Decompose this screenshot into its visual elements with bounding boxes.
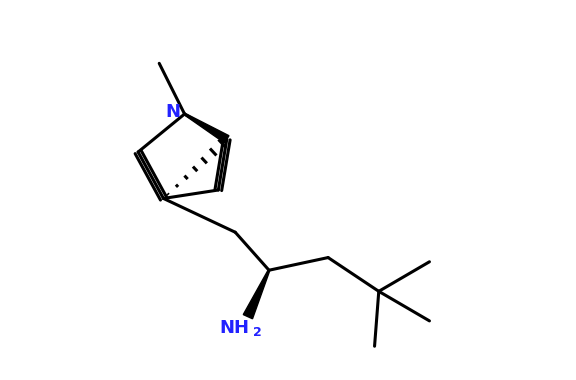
Polygon shape <box>243 270 270 319</box>
Text: NH: NH <box>219 320 249 337</box>
Text: N: N <box>165 103 180 121</box>
Text: 2: 2 <box>253 326 262 339</box>
Polygon shape <box>184 113 229 143</box>
